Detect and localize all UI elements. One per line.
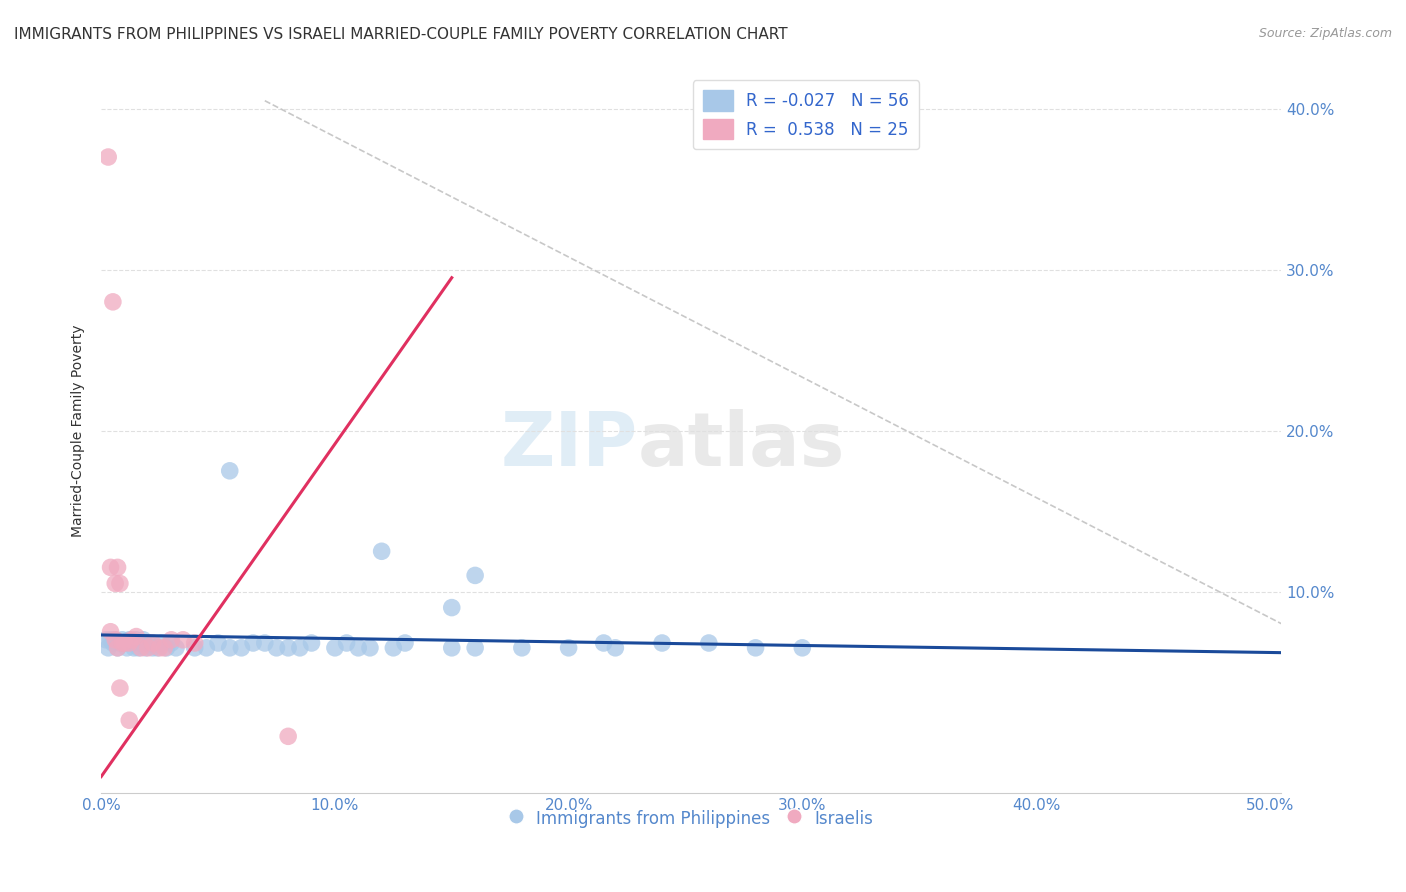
Point (165, 640, 187, 655)
Point (160, 636, 183, 650)
Point (510, 640, 533, 655)
Point (218, 464, 240, 478)
Point (153, 640, 176, 655)
Point (94, 632, 117, 647)
Point (231, 640, 253, 655)
Point (115, 640, 138, 655)
Point (101, 636, 124, 650)
Point (605, 640, 627, 655)
Text: ZIP: ZIP (501, 409, 638, 482)
Point (97, 150, 120, 164)
Text: IMMIGRANTS FROM PHILIPPINES VS ISRAELI MARRIED-COUPLE FAMILY POVERTY CORRELATION: IMMIGRANTS FROM PHILIPPINES VS ISRAELI M… (14, 27, 787, 42)
Point (121, 636, 143, 650)
Point (118, 632, 141, 647)
Point (347, 640, 370, 655)
Point (104, 632, 127, 647)
Point (118, 636, 141, 650)
Point (394, 636, 416, 650)
Point (114, 636, 136, 650)
Point (107, 640, 129, 655)
Text: Source: ZipAtlas.com: Source: ZipAtlas.com (1258, 27, 1392, 40)
Point (97, 640, 120, 655)
Point (142, 636, 165, 650)
Point (100, 624, 122, 639)
Point (207, 636, 229, 650)
Point (100, 560, 122, 574)
Point (108, 576, 131, 591)
Point (135, 640, 157, 655)
Point (253, 636, 276, 650)
Point (160, 632, 183, 647)
Point (440, 640, 463, 655)
Point (132, 632, 155, 647)
Point (156, 640, 179, 655)
Point (111, 632, 134, 647)
Point (382, 640, 405, 655)
Point (557, 640, 579, 655)
Point (107, 640, 129, 655)
Point (370, 544, 392, 558)
Point (464, 568, 486, 582)
Point (142, 640, 165, 655)
Point (100, 632, 122, 647)
Point (121, 632, 143, 647)
Point (107, 560, 129, 574)
Point (108, 681, 131, 695)
Point (277, 640, 299, 655)
Point (125, 632, 148, 647)
Point (464, 640, 486, 655)
Y-axis label: Married-Couple Family Poverty: Married-Couple Family Poverty (72, 325, 86, 537)
Point (697, 636, 720, 650)
Point (744, 640, 766, 655)
Legend: Immigrants from Philippines, Israelis: Immigrants from Philippines, Israelis (503, 801, 880, 835)
Point (118, 713, 141, 727)
Point (122, 640, 145, 655)
Point (108, 636, 131, 650)
Point (114, 636, 136, 650)
Point (146, 640, 169, 655)
Point (266, 640, 288, 655)
Point (149, 640, 172, 655)
Point (359, 640, 381, 655)
Point (592, 636, 614, 650)
Point (242, 636, 264, 650)
Point (125, 630, 148, 644)
Point (111, 636, 134, 650)
Point (792, 640, 814, 655)
Point (104, 632, 127, 647)
Point (277, 729, 299, 743)
Point (150, 636, 173, 650)
Point (301, 636, 323, 650)
Point (195, 640, 218, 655)
Point (288, 640, 311, 655)
Point (323, 640, 346, 655)
Point (101, 294, 124, 309)
Point (218, 640, 240, 655)
Point (651, 636, 673, 650)
Point (183, 636, 205, 650)
Text: atlas: atlas (638, 409, 845, 482)
Point (183, 640, 205, 655)
Point (440, 600, 463, 615)
Point (104, 576, 127, 591)
Point (136, 636, 159, 650)
Point (128, 640, 150, 655)
Point (172, 632, 194, 647)
Point (136, 640, 159, 655)
Point (129, 640, 152, 655)
Point (129, 636, 152, 650)
Point (336, 636, 359, 650)
